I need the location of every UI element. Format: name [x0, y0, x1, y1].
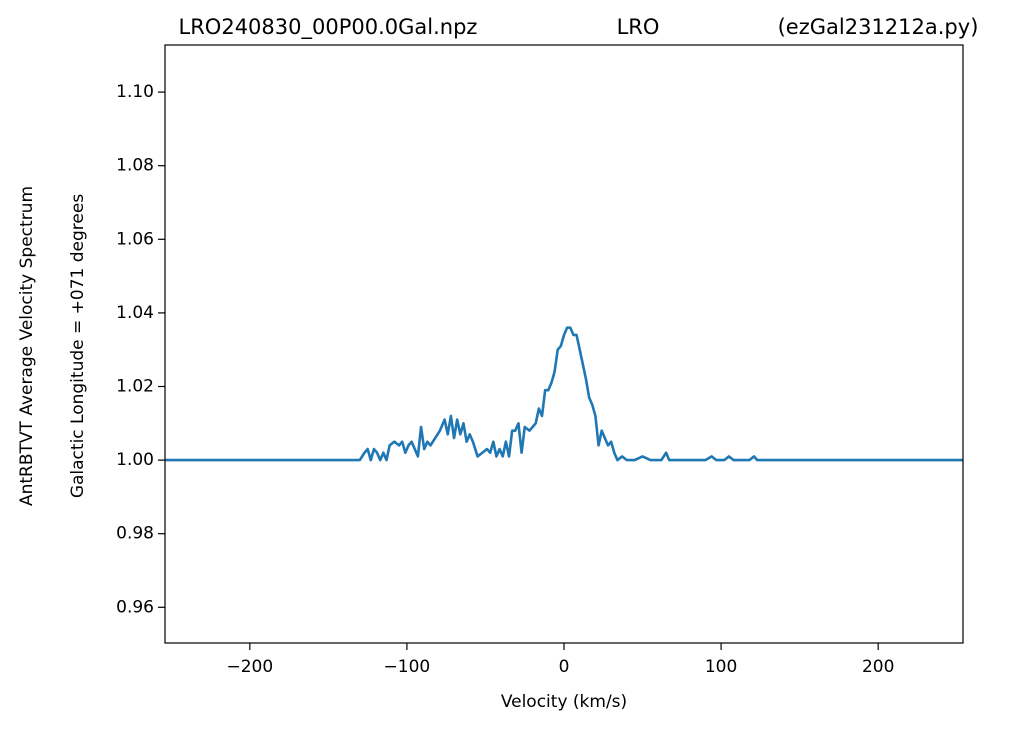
y-tick-label: 1.08 [116, 156, 154, 176]
chart-title: LRO240830_00P00.0Gal.npz [179, 15, 478, 40]
y-tick-label: 1.10 [116, 82, 154, 102]
chart-title: (ezGal231212a.py) [778, 15, 979, 39]
y-tick-label: 0.98 [116, 524, 154, 544]
x-tick-label: 0 [559, 657, 570, 677]
y-axis-label: AntRBTVT Average Velocity Spectrum [17, 186, 37, 506]
y-tick-label: 1.06 [116, 229, 154, 249]
y-tick-label: 1.00 [116, 450, 154, 470]
x-tick-label: −100 [384, 657, 431, 677]
x-axis-label: Velocity (km/s) [501, 692, 627, 712]
y-tick-label: 0.96 [116, 597, 154, 617]
data-line [165, 326, 963, 462]
y-axis-label: Galactic Longitude = +071 degrees [68, 194, 88, 498]
y-tick-label: 1.04 [116, 303, 154, 323]
chart-title: LRO [617, 15, 660, 39]
x-tick-label: 100 [705, 657, 737, 677]
plot-frame [164, 44, 964, 644]
x-tick-label: −200 [226, 657, 273, 677]
y-tick-label: 1.02 [116, 377, 154, 397]
x-tick-label: 200 [862, 657, 894, 677]
